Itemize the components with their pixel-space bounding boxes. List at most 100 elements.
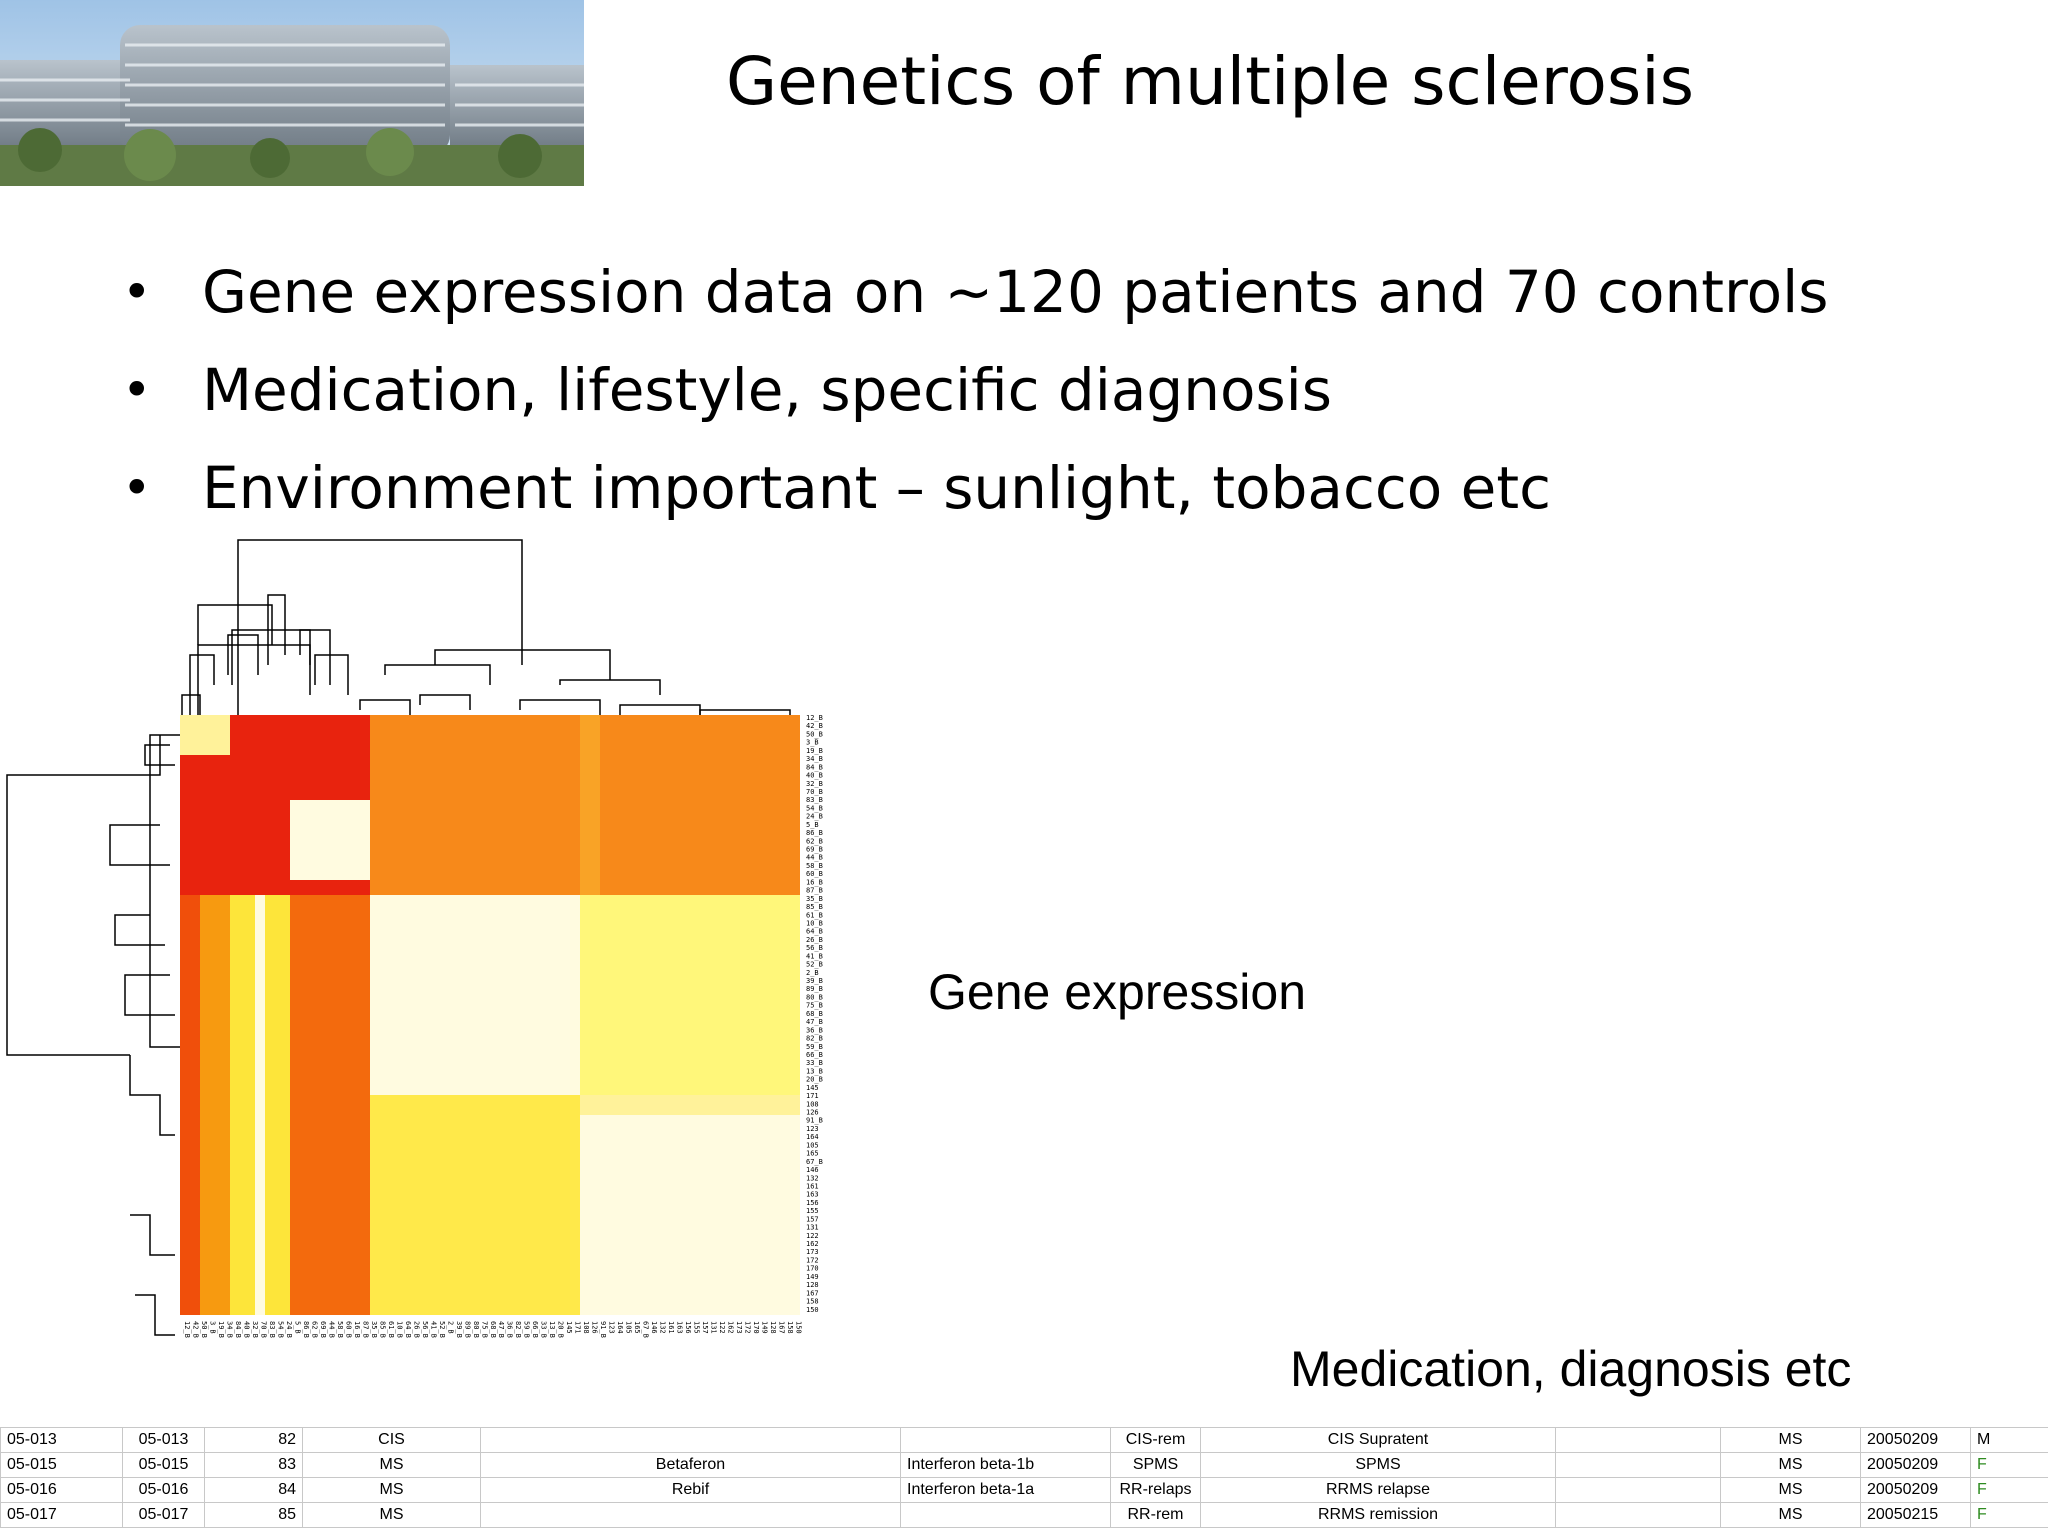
table-cell[interactable] — [900, 1427, 1111, 1453]
heatmap-row-label: 32_B — [806, 780, 823, 788]
heatmap-row-label: 24_B — [806, 813, 823, 821]
heatmap-row-label: 86_B — [806, 829, 823, 837]
heatmap-col-label: 167 — [778, 1321, 786, 1334]
heatmap-col-label: 62_B — [310, 1321, 318, 1338]
table-cell[interactable]: CIS-rem — [1110, 1427, 1201, 1453]
table-cell[interactable]: F — [1970, 1452, 2048, 1478]
table-cell[interactable]: 05-015 — [122, 1452, 205, 1478]
medication-caption: Medication, diagnosis etc — [1290, 1341, 1852, 1397]
heatmap-col-label: 56_B — [421, 1321, 429, 1338]
table-cell[interactable]: 20050209 — [1860, 1452, 1971, 1478]
heatmap-row-label: 75_B — [806, 1002, 823, 1010]
heatmap-col-label: 89_B — [463, 1321, 471, 1338]
heatmap-row-label: 123 — [806, 1125, 819, 1133]
table-cell[interactable]: Interferon beta-1b — [900, 1452, 1111, 1478]
table-cell[interactable] — [900, 1502, 1111, 1528]
table-cell[interactable]: 05-016 — [122, 1477, 205, 1503]
heatmap-row-label: 64_B — [806, 928, 823, 936]
heatmap-col-label: 156 — [684, 1321, 692, 1334]
table-cell[interactable]: 05-013 — [0, 1427, 123, 1453]
table-cell[interactable]: MS — [1720, 1502, 1861, 1528]
heatmap-row-label: 89_B — [806, 985, 823, 993]
heatmap-row-label: 167 — [806, 1289, 819, 1297]
table-cell[interactable]: Interferon beta-1a — [900, 1477, 1111, 1503]
heatmap-row-label: 157 — [806, 1215, 819, 1223]
table-cell[interactable]: MS — [302, 1477, 481, 1503]
table-cell[interactable]: CIS Supratent — [1200, 1427, 1556, 1453]
heatmap-col-label: 32_B — [251, 1321, 259, 1338]
heatmap-row-label: 105 — [806, 1141, 819, 1149]
table-cell[interactable]: 05-017 — [122, 1502, 205, 1528]
heatmap-col-label: 13_B — [548, 1321, 556, 1338]
heatmap-col-label: 105 — [625, 1321, 633, 1334]
heatmap-col-label: 40_B — [242, 1321, 250, 1338]
table-cell[interactable]: SPMS — [1110, 1452, 1201, 1478]
heatmap-col-label: 128 — [769, 1321, 777, 1334]
table-cell[interactable]: F — [1970, 1477, 2048, 1503]
table-cell[interactable]: M — [1970, 1427, 2048, 1453]
heatmap-row-label: 68_B — [806, 1010, 823, 1018]
table-cell[interactable]: MS — [1720, 1427, 1861, 1453]
table-cell[interactable] — [480, 1502, 901, 1528]
heatmap-col-label: 126 — [591, 1321, 599, 1334]
table-cell[interactable]: RRMS relapse — [1200, 1477, 1556, 1503]
table-cell[interactable] — [1555, 1452, 1721, 1478]
heatmap-col-label: 34_B — [225, 1321, 233, 1338]
column-dendrogram — [181, 539, 791, 725]
table-cell[interactable]: SPMS — [1200, 1452, 1556, 1478]
table-cell[interactable]: Rebif — [480, 1477, 901, 1503]
table-cell[interactable]: MS — [1720, 1452, 1861, 1478]
table-cell[interactable]: 85 — [204, 1502, 303, 1528]
heatmap-row-label: 85_B — [806, 903, 823, 911]
table-cell[interactable]: RR-rem — [1110, 1502, 1201, 1528]
table-cell[interactable] — [1555, 1502, 1721, 1528]
table-cell[interactable]: CIS — [302, 1427, 481, 1453]
heatmap-col-label: 145 — [565, 1321, 573, 1334]
bullet-text: Medication, lifestyle, specific diagnosi… — [202, 356, 1333, 424]
heatmap-col-label: 67_B — [642, 1321, 650, 1338]
heatmap-col-label: 42_B — [191, 1321, 199, 1338]
table-row: 05-015 05-015 83 MS Betaferon Interferon beta… — [0, 1452, 2048, 1478]
table-cell[interactable]: Betaferon — [480, 1452, 901, 1478]
heatmap-col-label: 54_B — [276, 1321, 284, 1338]
heatmap-col-label: 35_B — [370, 1321, 378, 1338]
table-cell[interactable]: 05-015 — [0, 1452, 123, 1478]
heatmap-row-label: 33_B — [806, 1059, 823, 1067]
table-cell[interactable]: 05-017 — [0, 1502, 123, 1528]
table-cell[interactable]: 20050209 — [1860, 1477, 1971, 1503]
table-cell[interactable]: 20050215 — [1860, 1502, 1971, 1528]
table-cell[interactable]: 05-013 — [122, 1427, 205, 1453]
heatmap-row-label: 52_B — [806, 961, 823, 969]
heatmap-row-label: 145 — [806, 1084, 819, 1092]
heatmap-row-label: 87_B — [806, 887, 823, 895]
heatmap-col-label: 68_B — [489, 1321, 497, 1338]
table-cell[interactable]: MS — [302, 1452, 481, 1478]
heatmap-row-label: 128 — [806, 1281, 819, 1289]
heatmap-col-label: 173 — [735, 1321, 743, 1334]
table-cell[interactable]: RRMS remission — [1200, 1502, 1556, 1528]
table-cell[interactable]: 84 — [204, 1477, 303, 1503]
table-cell[interactable]: 82 — [204, 1427, 303, 1453]
heatmap-row-label: 39_B — [806, 977, 823, 985]
table-cell[interactable]: 05-016 — [0, 1477, 123, 1503]
heatmap-row-label: 5_B — [806, 821, 819, 829]
table-cell[interactable]: 83 — [204, 1452, 303, 1478]
table-cell[interactable] — [1555, 1427, 1721, 1453]
table-cell[interactable] — [480, 1427, 901, 1453]
heatmap-col-label: 33_B — [540, 1321, 548, 1338]
table-cell[interactable]: MS — [1720, 1477, 1861, 1503]
heatmap-col-label: 16_B — [353, 1321, 361, 1338]
table-row: 05-017 05-017 85 MS RR-rem RRMS remission MS 20… — [0, 1502, 2048, 1528]
heatmap-row-label: 146 — [806, 1166, 819, 1174]
table-cell[interactable]: F — [1970, 1502, 2048, 1528]
heatmap-row-label: 83_B — [806, 796, 823, 804]
heatmap-col-label: 161 — [667, 1321, 675, 1334]
heatmap-col-label: 47_B — [497, 1321, 505, 1338]
table-cell[interactable] — [1555, 1477, 1721, 1503]
heatmap-row-label: 19_B — [806, 747, 823, 755]
bullet-item: • Medication, lifestyle, specific diagnos… — [120, 348, 1828, 446]
table-cell[interactable]: RR-relaps — [1110, 1477, 1201, 1503]
heatmap-row-label: 40_B — [806, 772, 823, 780]
table-cell[interactable]: 20050209 — [1860, 1427, 1971, 1453]
table-cell[interactable]: MS — [302, 1502, 481, 1528]
